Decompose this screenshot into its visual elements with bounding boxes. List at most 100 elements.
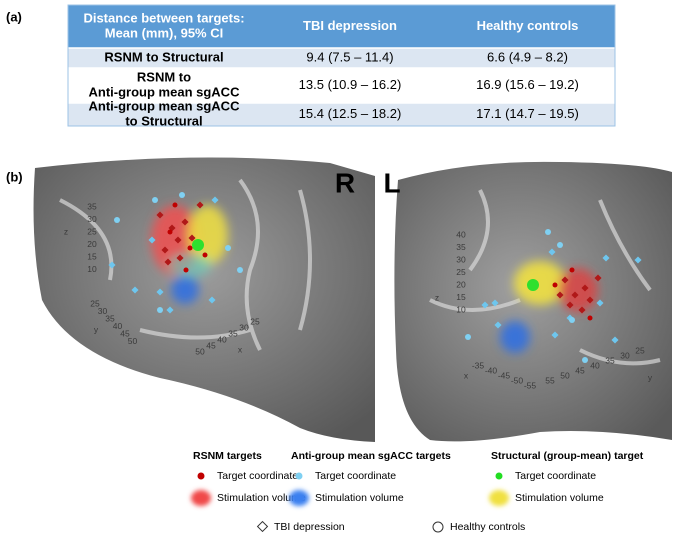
marker-diamond (571, 291, 579, 299)
marker-diamond (131, 286, 139, 294)
legend-blob (489, 490, 509, 506)
table-cell: RSNM to Structural (104, 49, 223, 64)
axis-tick-label: 15 (456, 292, 466, 302)
marker-diamond (561, 276, 569, 284)
axis-tick-label: -45 (498, 370, 511, 380)
table-header (68, 5, 615, 48)
axis-tick-label: 45 (575, 365, 585, 375)
hemisphere-label: L (383, 167, 400, 198)
marker-diamond (156, 288, 164, 296)
axis-tick-label: 50 (195, 346, 205, 356)
marker-diamond (556, 291, 564, 299)
marker-circle (582, 357, 588, 363)
legend-dot (197, 472, 205, 480)
legend-shape: TBI depression (274, 521, 345, 533)
legend-dot (295, 472, 303, 480)
axis-tick-label: -40 (485, 365, 498, 375)
marker-diamond (581, 284, 589, 292)
table-cell: TBI depression (303, 18, 397, 33)
marker-diamond (548, 248, 556, 256)
table-cell: 17.1 (14.7 – 19.5) (476, 106, 579, 121)
legend-circle (432, 521, 444, 533)
target-markers (108, 192, 642, 363)
table-cell: 13.5 (10.9 – 16.2) (299, 77, 402, 92)
axis-tick-label: 35 (105, 313, 115, 323)
axis-tick-label: 25 (456, 267, 466, 277)
legend-dot (495, 472, 503, 480)
marker-diamond (611, 336, 619, 344)
sulci (59, 178, 661, 366)
marker-diamond (196, 201, 204, 209)
axis-tick-label: 45 (206, 340, 216, 350)
axis-letter: y (94, 324, 99, 334)
marker-circle (157, 307, 163, 313)
marker-circle (237, 267, 243, 273)
legend-item: Stimulation volume (515, 492, 604, 504)
legend-diamond (256, 520, 269, 533)
axis-letter: z (435, 292, 439, 302)
axis-tick-label: -50 (511, 375, 524, 385)
marker-circle (527, 279, 539, 291)
axis-tick-label: 25 (87, 226, 97, 236)
table-cell: 15.4 (12.5 – 18.2) (299, 106, 402, 121)
table-cell: Anti-group mean sgACC (89, 98, 241, 113)
axis-tick-label: 30 (456, 254, 466, 264)
axis-tick-label: 20 (456, 279, 466, 289)
marker-diamond (594, 274, 602, 282)
legend-title: RSNM targets (193, 450, 262, 462)
axis-tick-label: 10 (456, 304, 466, 314)
legend-item: Target coordinate (515, 470, 596, 482)
marker-diamond (174, 236, 182, 244)
legend-title: Structural (group-mean) target (491, 450, 644, 462)
marker-diamond (586, 296, 594, 304)
axis-letter: x (464, 370, 469, 380)
marker-circle (552, 282, 558, 288)
brain-images (33, 157, 672, 442)
table-row (68, 68, 615, 103)
axis-tick-label: 45 (120, 328, 130, 338)
marker-circle (557, 242, 563, 248)
marker-diamond (166, 306, 174, 314)
panel-label: (b) (6, 169, 23, 184)
panel-label: (a) (6, 9, 22, 24)
axis-tick-label: 30 (239, 322, 249, 332)
marker-diamond (208, 296, 216, 304)
table-cell: 9.4 (7.5 – 11.4) (306, 49, 393, 64)
axis-tick-label: 35 (456, 242, 466, 252)
axis-letter: z (64, 226, 68, 236)
table-row (68, 103, 615, 126)
marker-circle (172, 202, 178, 208)
table-cell: Anti-group mean sgACC (89, 84, 241, 99)
marker-diamond (602, 254, 610, 262)
legend-item: Target coordinate (217, 470, 298, 482)
marker-diamond (156, 211, 164, 219)
axis-tick-label: 50 (560, 370, 570, 380)
marker-diamond (148, 236, 156, 244)
marker-circle (183, 267, 189, 273)
axis-tick-label: -55 (524, 380, 537, 390)
marker-diamond (596, 299, 604, 307)
axis-tick-label: 35 (87, 201, 97, 211)
marker-diamond (161, 246, 169, 254)
marker-diamond (494, 321, 502, 329)
axis-tick-label: 40 (217, 334, 227, 344)
marker-circle (545, 229, 551, 235)
marker-diamond (188, 234, 196, 242)
marker-diamond (164, 258, 172, 266)
legend-shape: Healthy controls (450, 521, 525, 533)
marker-circle (225, 245, 231, 251)
table-cell: RSNM to (137, 69, 191, 84)
marker-circle (587, 315, 593, 321)
legend-blob (289, 490, 309, 506)
axis-letter: x (238, 344, 243, 354)
marker-circle (167, 229, 173, 235)
right-hemisphere (33, 157, 375, 442)
marker-diamond (566, 301, 574, 309)
marker-diamond (176, 254, 184, 262)
axis-tick-label: 25 (635, 345, 645, 355)
marker-diamond (181, 218, 189, 226)
axis-tick-label: 15 (87, 251, 97, 261)
marker-diamond (634, 256, 642, 264)
axis-tick-label: 50 (128, 336, 138, 346)
